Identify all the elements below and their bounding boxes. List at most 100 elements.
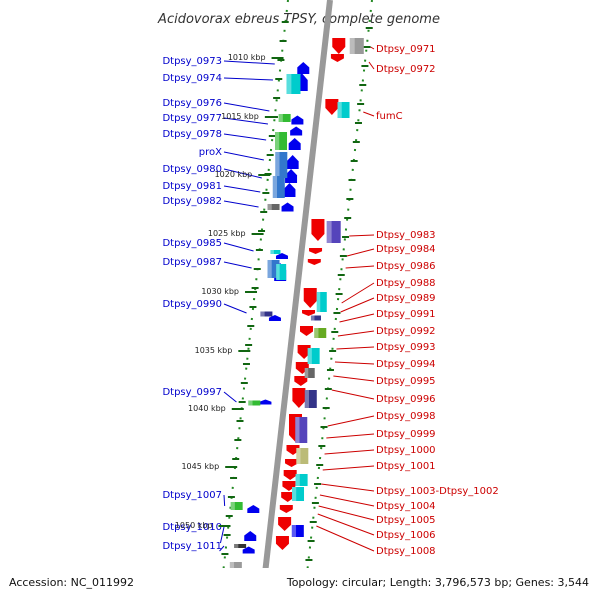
right-gene-label: Dtpsy_1006 (376, 530, 436, 541)
left-label-connector (223, 261, 252, 269)
forward-gene-arrow (288, 138, 301, 150)
right-label-connector (331, 389, 375, 400)
reverse-gene-arrow (332, 38, 346, 54)
right-label-connector (349, 234, 375, 237)
gene-feature-box (275, 132, 288, 150)
right-label-connector (339, 313, 375, 323)
left-label-connector (223, 200, 259, 208)
kbp-tick-label: 1035 kbp (195, 346, 233, 355)
reverse-gene-arrow (283, 470, 297, 480)
left-gene-label: Dtpsy_0981 (162, 181, 222, 192)
right-label-connector (333, 375, 375, 382)
left-gene-label: Dtpsy_0973 (162, 56, 222, 67)
left-label-connector (223, 168, 262, 179)
gene-feature-box (295, 417, 308, 443)
right-label-connector (334, 361, 375, 365)
left-gene-label: Dtpsy_0977 (162, 113, 222, 124)
right-gene-label: Dtpsy_0986 (376, 261, 436, 272)
right-gene-label: Dtpsy_0998 (376, 411, 436, 422)
gene-feature-box (292, 487, 305, 501)
right-gene-label: Dtpsy_0984 (376, 244, 436, 255)
right-gene-label: Dtpsy_0996 (376, 394, 436, 405)
reverse-gene-arrow (281, 492, 295, 502)
forward-gene-arrow (275, 253, 288, 259)
gene-feature-box (267, 204, 280, 210)
accession-text: Accession: NC_011992 (9, 576, 134, 589)
reverse-gene-arrow (307, 259, 321, 265)
reverse-gene-arrow (325, 99, 339, 115)
right-label-connector (336, 346, 375, 350)
reverse-gene-arrow (330, 54, 344, 62)
right-label-connector (327, 415, 375, 427)
right-gene-label: Dtpsy_0971 (376, 44, 436, 55)
right-label-connector (316, 525, 375, 552)
gene-feature-box (310, 315, 321, 321)
right-gene-label: Dtpsy_0994 (376, 359, 436, 370)
left-gene-label: Dtpsy_0987 (162, 257, 222, 268)
gene-feature-box (248, 400, 261, 406)
right-gene-label: Dtpsy_0988 (376, 278, 436, 289)
reverse-gene-arrow (278, 517, 292, 531)
footer-background (0, 568, 600, 600)
reverse-gene-arrow (285, 459, 299, 467)
right-label-connector (321, 483, 375, 492)
gene-feature-box (230, 502, 243, 510)
kbp-tick-label: 1030 kbp (201, 287, 239, 296)
left-label-connector (223, 391, 237, 403)
left-gene-labels: Dtpsy_0973 Dtpsy_0974 Dtpsy_0976 Dtpsy_0977… (162, 56, 275, 552)
left-gene-label: Dtpsy_1011 (162, 541, 222, 552)
right-label-connector (337, 330, 375, 337)
reverse-gene-arrow (299, 326, 313, 336)
right-label-connector (341, 282, 375, 304)
genome-summary-text: Topology: circular; Length: 3,796,573 bp… (286, 576, 589, 589)
reverse-gene-arrow (302, 310, 316, 316)
kbp-tick-label: 1050 kbp (175, 521, 213, 530)
gene-feature-box (307, 348, 320, 364)
right-gene-label: Dtpsy_0993 (376, 342, 436, 353)
right-label-connector (319, 494, 375, 507)
forward-gene-arrow (286, 155, 299, 169)
gene-feature-box (304, 390, 317, 408)
right-gene-label: Dtpsy_1008 (376, 546, 436, 557)
kbp-tick-label: 1020 kbp (215, 170, 253, 179)
right-label-connector (363, 111, 375, 117)
gene-feature-box (296, 448, 309, 464)
gene-feature-box (291, 525, 304, 537)
right-gene-labels: Dtpsy_0971 Dtpsy_0972 fumC Dtpsy_0983 Dtpsy_… (316, 44, 499, 557)
left-label-connector (223, 77, 273, 81)
forward-gene-arrow (247, 505, 260, 513)
forward-gene-arrow (290, 126, 303, 136)
gene-feature-box (278, 114, 291, 122)
right-label-connector (345, 265, 375, 269)
gene-feature-box (304, 368, 315, 378)
forward-gene-arrow (291, 115, 304, 125)
reverse-gene-arrow (279, 505, 293, 513)
gene-feature-box (337, 102, 350, 118)
gene-feature-box (260, 311, 273, 317)
reverse-gene-arrow (297, 345, 311, 359)
left-label-connector (219, 545, 225, 552)
reverse-gene-arrow (294, 376, 308, 386)
gene-feature-box (349, 38, 364, 54)
genome-backbone (259, 0, 333, 600)
forward-gene-arrow (242, 546, 255, 554)
gene-feature-box (275, 152, 288, 178)
gene-feature-box (326, 221, 341, 243)
forward-gene-arrow (283, 183, 296, 197)
gene-feature-box (295, 474, 308, 486)
right-gene-label: Dtpsy_1001 (376, 461, 436, 472)
right-gene-label: Dtpsy_1000 (376, 445, 436, 456)
left-label-connector (223, 60, 275, 65)
left-gene-label: Dtpsy_0997 (162, 387, 222, 398)
right-gene-label: Dtpsy_0992 (376, 326, 436, 337)
right-gene-label: Dtpsy_1004 (376, 501, 436, 512)
right-label-connector (340, 297, 375, 313)
right-label-connector (318, 505, 375, 521)
right-gene-label: Dtpsy_0989 (376, 293, 436, 304)
right-label-connector (317, 513, 375, 536)
right-label-connector (326, 433, 375, 439)
left-gene-label: Dtpsy_0990 (162, 299, 222, 310)
right-label-connector (370, 46, 375, 50)
